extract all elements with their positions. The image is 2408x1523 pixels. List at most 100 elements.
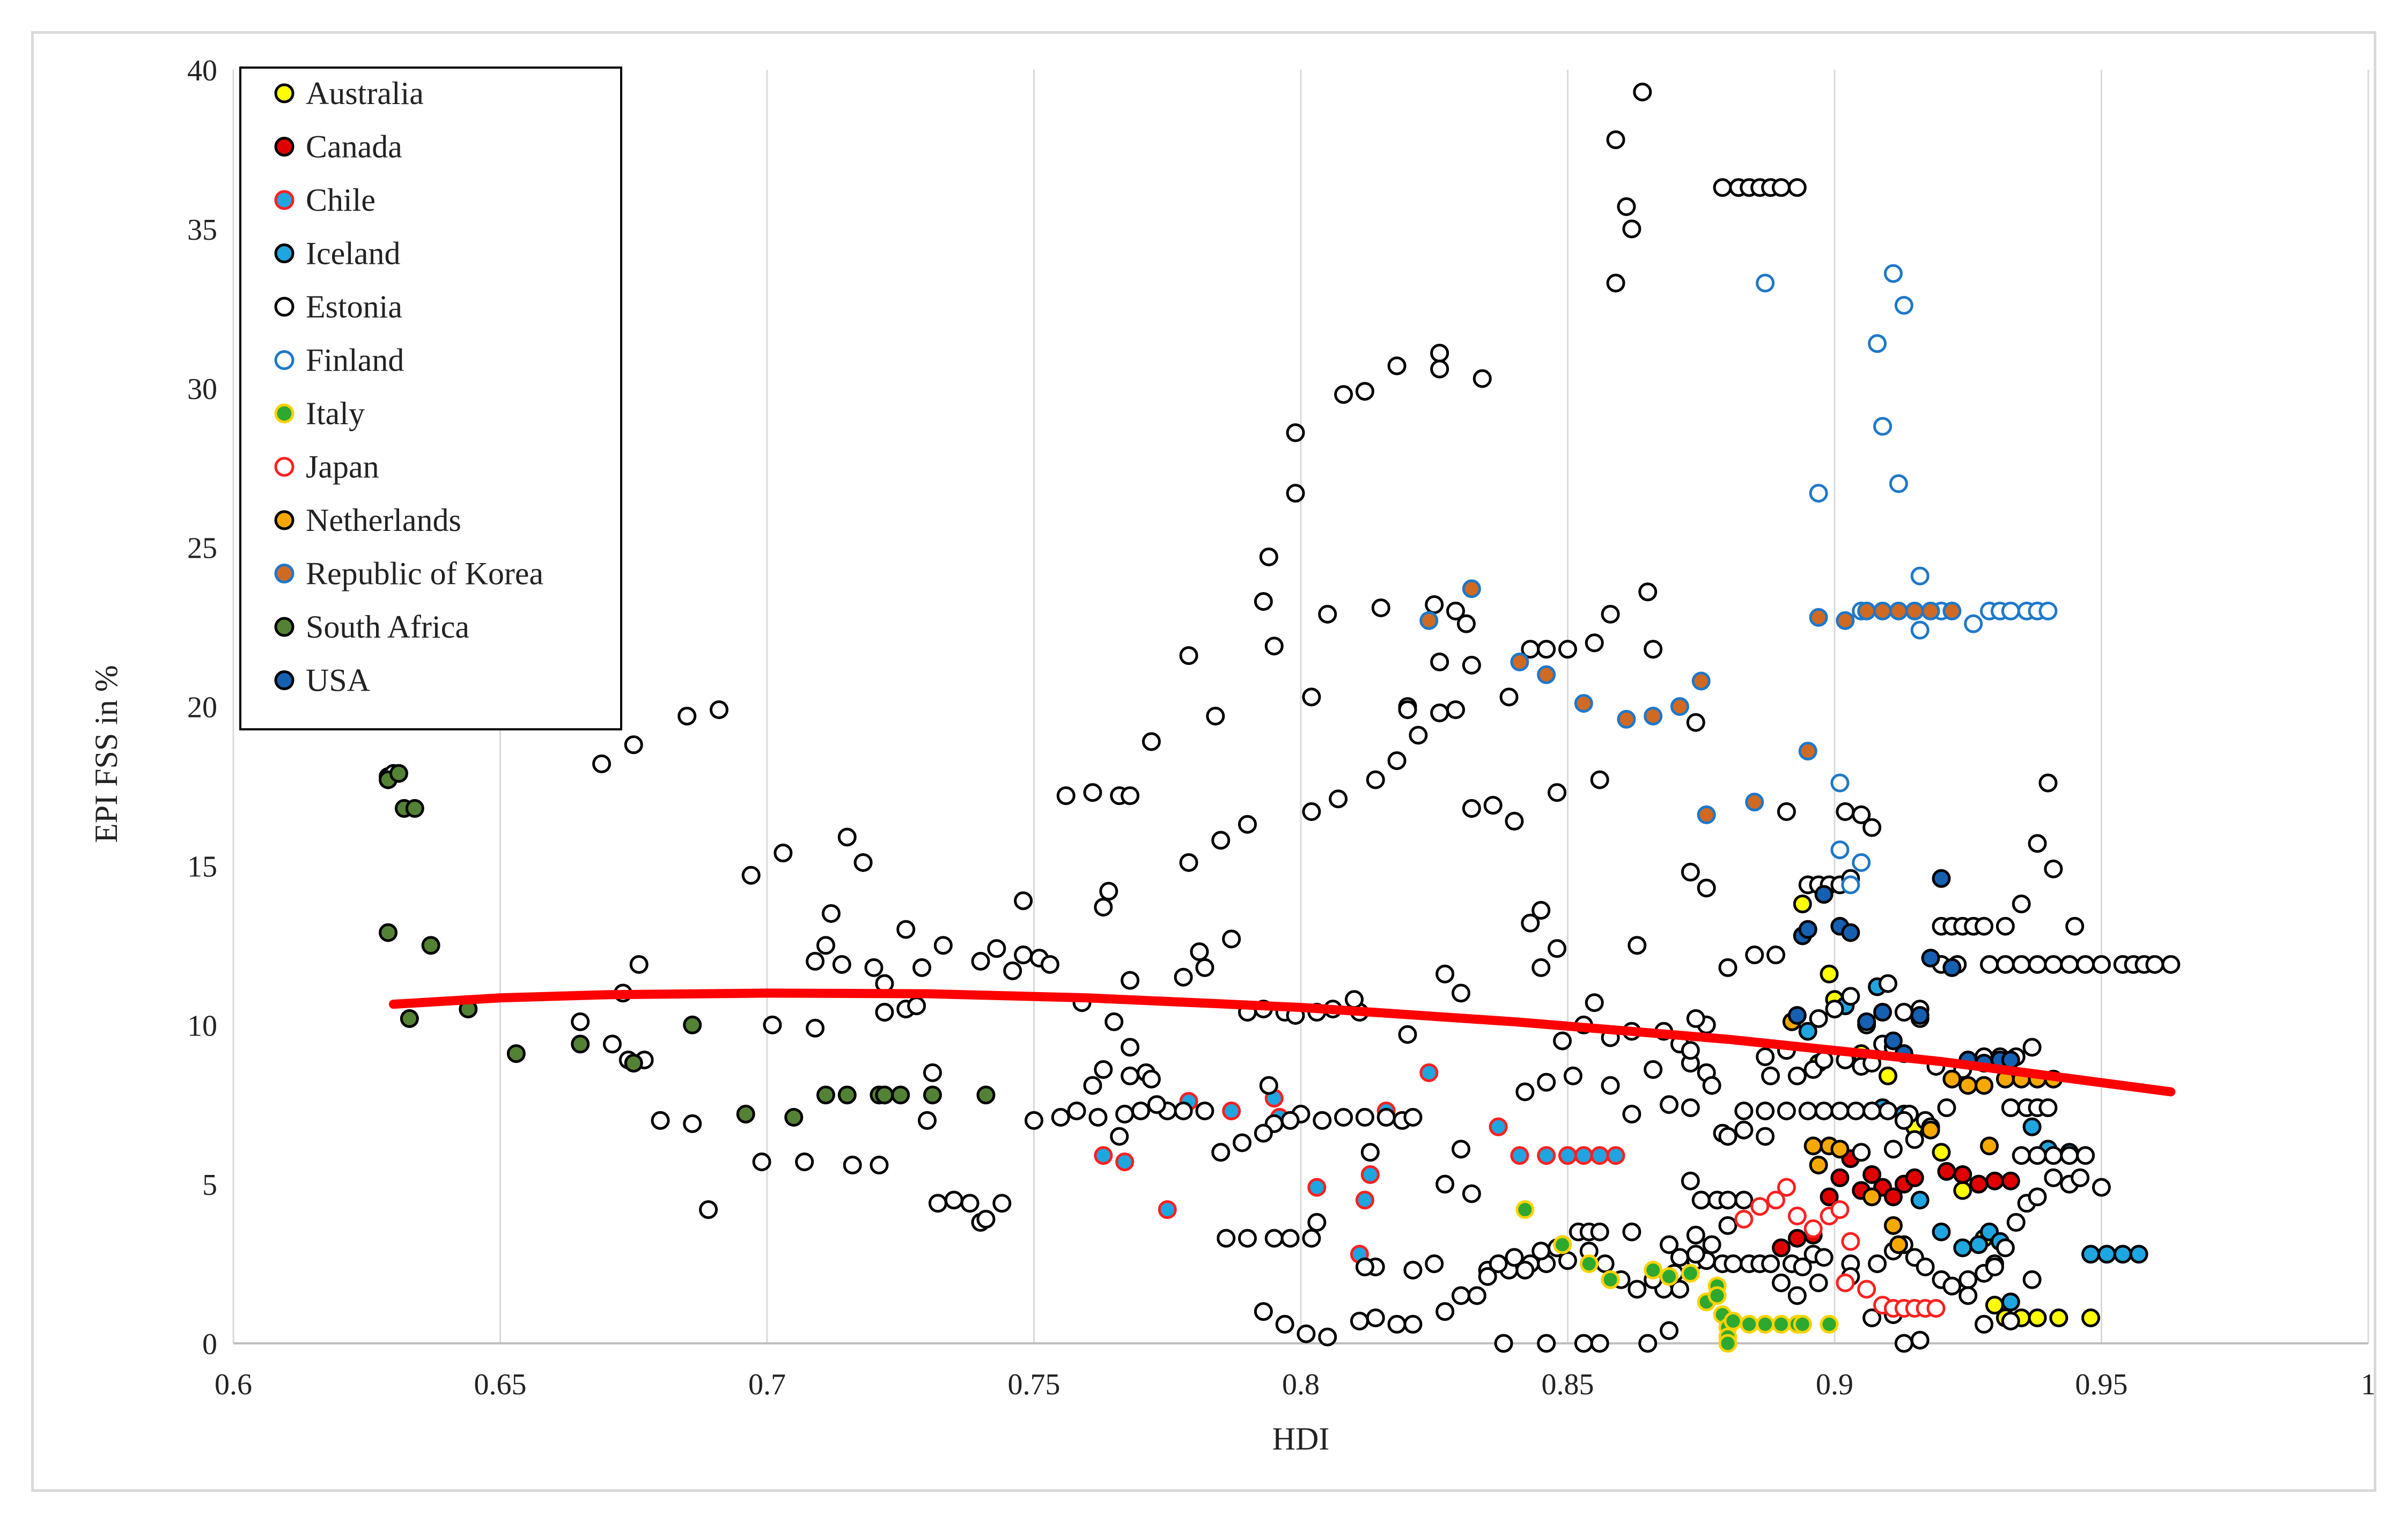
point-estonia: [1702, 1235, 1721, 1254]
point-italy: [1820, 1314, 1839, 1334]
point-finland: [1830, 773, 1850, 793]
point-netherlands: [1809, 1156, 1828, 1174]
point-estonia: [1910, 1330, 1930, 1350]
point-iceland: [1932, 1222, 1951, 1241]
point-usa: [1798, 920, 1817, 939]
point-japan: [1766, 1191, 1786, 1210]
point-estonia: [1713, 178, 1732, 197]
point-estonia: [1942, 1276, 1962, 1296]
point-estonia: [1131, 1101, 1150, 1121]
legend-label-usa: USA: [306, 663, 370, 698]
point-netherlands: [1921, 1120, 1940, 1140]
point-estonia: [571, 1012, 590, 1031]
point-estonia: [2092, 955, 2111, 974]
point-estonia: [1558, 640, 1577, 659]
point-estonia: [1302, 687, 1321, 707]
point-estonia: [1254, 1302, 1273, 1321]
point-estonia: [1894, 1003, 1913, 1022]
point-estonia: [1472, 369, 1492, 388]
point-chile: [1307, 1178, 1327, 1197]
point-canada: [1883, 1187, 1903, 1207]
point-estonia: [875, 1003, 894, 1022]
point-republic-of-korea: [1537, 665, 1556, 684]
point-estonia: [1051, 1107, 1070, 1127]
point-estonia: [1254, 1123, 1273, 1143]
point-estonia: [1334, 1107, 1353, 1127]
point-estonia: [1376, 1107, 1396, 1127]
point-estonia: [1003, 961, 1022, 980]
point-estonia: [1686, 1009, 1705, 1028]
y-axis-label: EPI FSS in %: [89, 665, 124, 843]
point-estonia: [1718, 958, 1737, 977]
point-estonia: [2028, 955, 2047, 974]
point-estonia: [1958, 1286, 1978, 1305]
point-republic-of-korea: [1745, 793, 1764, 812]
point-canada: [1862, 1165, 1882, 1184]
point-japan: [1734, 1209, 1754, 1229]
point-estonia: [1121, 786, 1140, 805]
x-tick-label: 1: [2361, 1368, 2374, 1401]
legend-label-iceland: Iceland: [306, 236, 401, 271]
point-australia: [2081, 1308, 2101, 1327]
point-estonia: [1499, 687, 1519, 707]
point-estonia: [1793, 1258, 1812, 1276]
point-australia: [1953, 1181, 1972, 1200]
point-estonia: [1088, 1107, 1108, 1127]
point-chile: [1574, 1146, 1593, 1165]
point-finland: [1883, 264, 1903, 283]
point-estonia: [2038, 1098, 2058, 1118]
point-estonia: [1724, 1254, 1743, 1274]
point-estonia: [1067, 1101, 1086, 1121]
point-estonia: [1537, 640, 1556, 659]
point-estonia: [2022, 1270, 2042, 1289]
point-estonia: [1409, 726, 1428, 745]
point-finland: [1830, 840, 1850, 860]
point-estonia: [1286, 423, 1305, 442]
point-estonia: [1563, 1066, 1582, 1085]
legend-label-republic-of-korea: Republic of Korea: [306, 556, 543, 592]
point-iceland: [1969, 1235, 1989, 1254]
point-chile: [1606, 1146, 1625, 1165]
point-estonia: [1756, 1127, 1775, 1146]
point-estonia: [1179, 646, 1198, 665]
point-estonia: [2012, 955, 2031, 974]
point-estonia: [1313, 1111, 1332, 1130]
legend-label-canada: Canada: [306, 129, 402, 165]
y-tick-label: 30: [187, 373, 217, 406]
point-estonia: [2044, 859, 2063, 878]
point-iceland: [2129, 1245, 2148, 1264]
point-estonia: [1734, 1191, 1754, 1210]
point-estonia: [1622, 1105, 1641, 1123]
point-estonia: [1430, 343, 1449, 363]
point-canada: [1905, 1168, 1924, 1187]
point-estonia: [1975, 916, 1994, 936]
point-italy: [1681, 1263, 1700, 1283]
point-south-africa: [571, 1034, 590, 1054]
point-estonia: [2012, 894, 2031, 914]
point-estonia: [1772, 1273, 1791, 1292]
point-estonia: [1462, 799, 1481, 818]
point-estonia: [837, 827, 857, 847]
legend-label-japan: Japan: [306, 449, 379, 485]
point-south-africa: [891, 1085, 910, 1105]
x-tick-label: 0.95: [2075, 1368, 2128, 1401]
point-estonia: [806, 1018, 825, 1038]
point-estonia: [843, 1156, 862, 1174]
point-estonia: [1836, 802, 1855, 821]
point-estonia: [971, 952, 990, 971]
point-estonia: [1430, 703, 1449, 722]
point-estonia: [2071, 1168, 2090, 1187]
point-estonia: [752, 1152, 771, 1172]
point-usa: [1873, 1003, 1892, 1022]
point-estonia: [1691, 1191, 1711, 1210]
point-estonia: [1633, 83, 1652, 102]
point-republic-of-korea: [1905, 601, 1924, 620]
point-estonia: [1259, 1076, 1278, 1095]
point-estonia: [1686, 713, 1705, 732]
point-estonia: [2076, 955, 2095, 974]
point-estonia: [774, 844, 793, 863]
point-estonia: [1302, 802, 1321, 821]
point-estonia: [1329, 789, 1348, 809]
point-republic-of-korea: [1670, 697, 1689, 716]
legend-marker-netherlands: [274, 510, 294, 530]
